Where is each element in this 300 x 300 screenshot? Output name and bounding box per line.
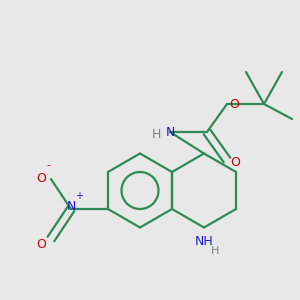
Text: O: O [230, 155, 240, 169]
Text: O: O [36, 172, 46, 185]
Text: N: N [165, 125, 175, 139]
Text: NH: NH [195, 235, 213, 248]
Text: H: H [151, 128, 161, 140]
Text: +: + [75, 191, 83, 201]
Text: N: N [66, 200, 76, 212]
Text: O: O [229, 98, 239, 110]
Text: O: O [36, 238, 46, 250]
Text: H: H [211, 247, 219, 256]
Text: -: - [46, 160, 50, 170]
